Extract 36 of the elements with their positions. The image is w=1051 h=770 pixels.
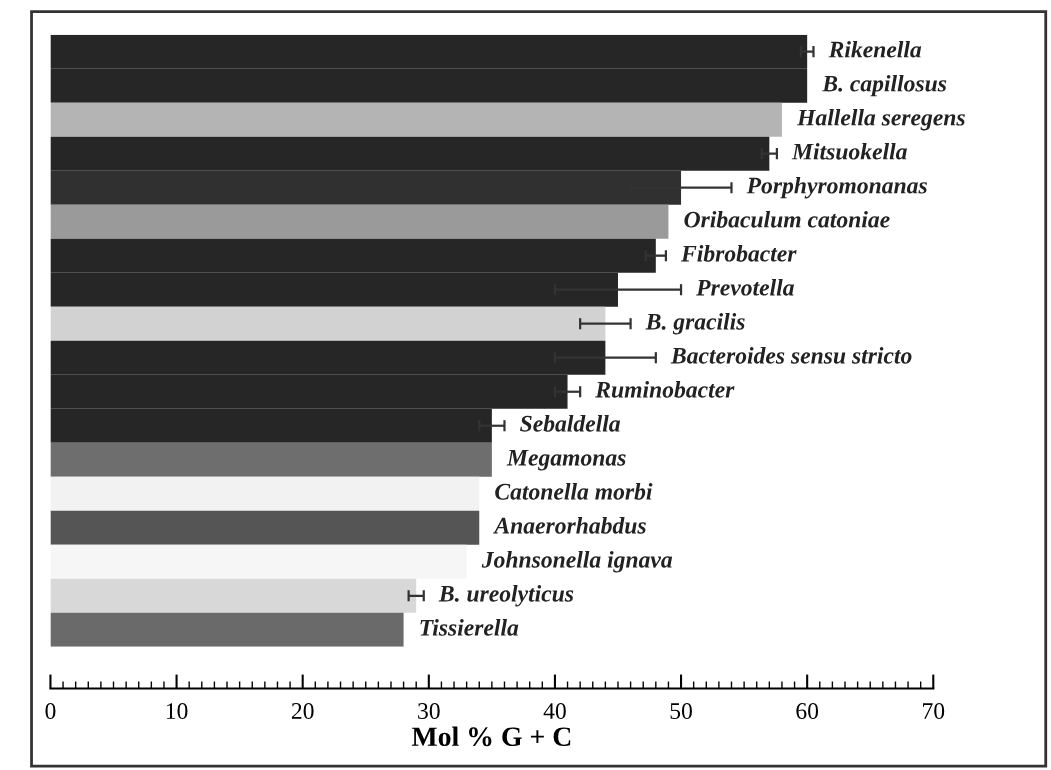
x-axis-title: Mol % G + C bbox=[411, 726, 571, 747]
x-tick-label: 30 bbox=[418, 703, 440, 719]
y-tick-label: B. gracilis bbox=[645, 313, 745, 335]
y-tick-label: Ruminobacter bbox=[595, 381, 735, 398]
bar bbox=[50, 102, 782, 137]
x-tick-label: 20 bbox=[291, 703, 314, 719]
y-tick-label: Oribaculum catoniae bbox=[684, 210, 890, 228]
y-tick-label: Megamonas bbox=[506, 449, 626, 471]
y-tick-label: Anaerorhabdus bbox=[493, 517, 646, 534]
y-tick-label: B. capillosus bbox=[822, 74, 947, 97]
bar bbox=[50, 306, 606, 341]
y-tick-label: Rikenella bbox=[828, 40, 922, 58]
bar bbox=[50, 612, 404, 647]
y-tick-label: Fibrobacter bbox=[681, 245, 797, 262]
x-tick-label: 50 bbox=[670, 703, 692, 719]
bar bbox=[50, 204, 669, 239]
y-tick-label: B. ureolyticus bbox=[438, 585, 574, 607]
y-tick-label: Porphyromonanas bbox=[746, 176, 927, 199]
y-tick-label: Prevotella bbox=[696, 279, 794, 296]
bar bbox=[50, 442, 492, 477]
bar bbox=[50, 510, 480, 545]
y-tick-label: Tissierella bbox=[420, 619, 519, 636]
x-tick-label: 0 bbox=[45, 703, 56, 719]
x-tick-label: 60 bbox=[796, 703, 819, 719]
y-tick-label: Hallella seregens bbox=[796, 108, 965, 131]
y-tick-label: Catonella morbi bbox=[495, 483, 653, 500]
x-tick-label: 40 bbox=[543, 703, 566, 719]
y-tick-label: Mitsuokella bbox=[791, 142, 907, 160]
x-tick-label: 10 bbox=[166, 703, 188, 719]
bar bbox=[50, 476, 480, 511]
y-tick-label: Johnsonella ignava bbox=[481, 551, 673, 573]
x-tick-label: 70 bbox=[923, 703, 945, 719]
bar bbox=[50, 578, 417, 613]
y-tick-label: Bacteroides sensu stricto bbox=[670, 347, 912, 364]
bar bbox=[50, 544, 467, 579]
y-tick-label: Sebaldella bbox=[520, 415, 621, 432]
